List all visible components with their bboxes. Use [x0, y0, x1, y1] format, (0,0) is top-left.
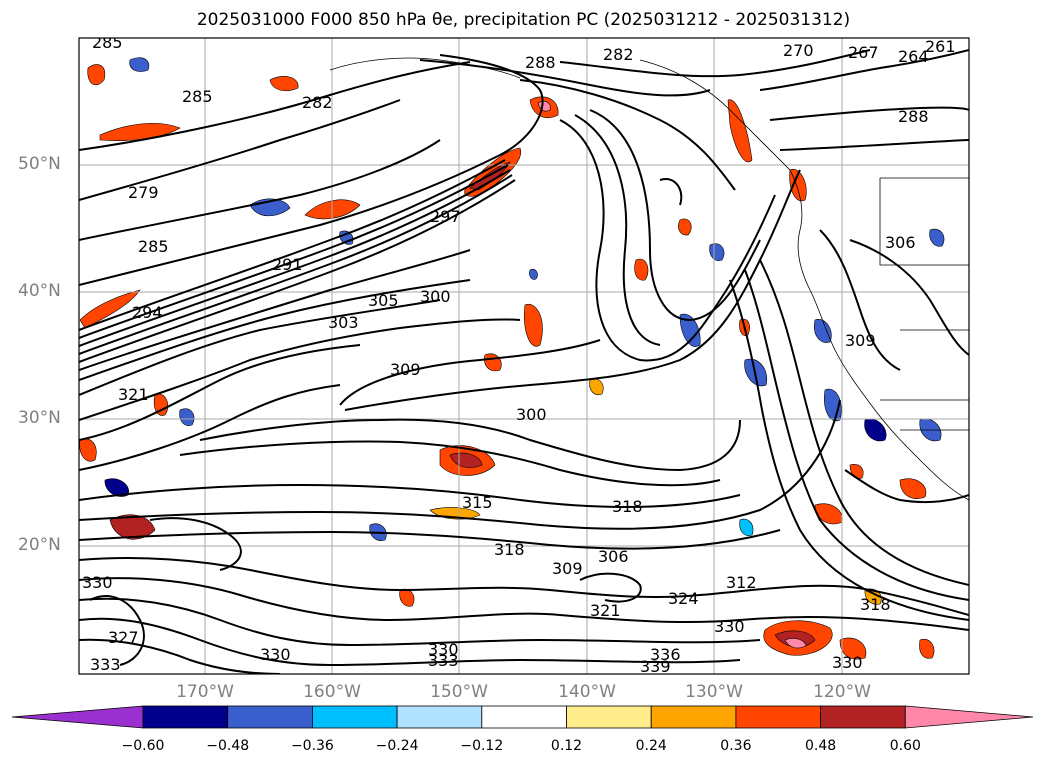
latitude-label: 40°N: [18, 281, 61, 301]
longitude-label: 140°W: [558, 682, 616, 702]
contour-label: 306: [885, 233, 916, 252]
contour-label: 264: [898, 47, 929, 66]
colorbar-tick-label: −0.48: [206, 738, 250, 754]
contour-label: 279: [128, 183, 159, 202]
contour-label: 327: [108, 628, 139, 647]
contour-label: 318: [612, 497, 643, 516]
contour-label: 333: [90, 655, 121, 674]
contour-label: 309: [390, 360, 421, 379]
theta-e-contours: [79, 49, 969, 674]
contour-labels: 285 288 282 270 267 264 261 288 285 282 …: [82, 33, 956, 676]
colorbar-tick-label: 0.36: [720, 738, 752, 754]
colorbar-extend-high: [904, 705, 1034, 729]
contour-label: 309: [552, 559, 583, 578]
colorbar-segment: [650, 705, 737, 729]
precipitation-shading: [79, 57, 945, 660]
contour-label: 270: [783, 41, 814, 60]
contour-label: 330: [714, 617, 745, 636]
contour-label: 288: [525, 53, 556, 72]
contour-label: 267: [848, 43, 879, 62]
colorbar-tick-label: 0.24: [635, 738, 667, 754]
colorbar-segment: [396, 705, 483, 729]
colorbar-tick-label: 0.60: [889, 738, 921, 754]
latitude-label: 30°N: [18, 408, 61, 428]
colorbar-segment: [142, 705, 229, 729]
contour-label: 330: [82, 573, 113, 592]
colorbar-tick-label: −0.36: [290, 738, 334, 754]
colorbar-tick-label: −0.12: [460, 738, 504, 754]
longitude-label: 170°W: [176, 682, 234, 702]
contour-label: 330: [832, 653, 863, 672]
map-area: 285 288 282 270 267 264 261 288 285 282 …: [79, 33, 969, 676]
contour-label: 294: [132, 303, 163, 322]
contour-label: 339: [640, 657, 671, 676]
contour-label: 285: [138, 237, 169, 256]
longitude-label: 130°W: [685, 682, 743, 702]
contour-label: 321: [118, 385, 149, 404]
contour-label: 309: [845, 331, 876, 350]
contour-label: 330: [428, 640, 459, 659]
colorbar-segment: [820, 705, 906, 729]
map-title: 2025031000 F000 850 hPa θe, precipitatio…: [196, 10, 851, 30]
colorbar-tick-label: −0.60: [121, 738, 165, 754]
contour-label: 336: [650, 645, 681, 664]
contour-label: 285: [182, 87, 213, 106]
colorbar-segment: [481, 705, 567, 729]
colorbar-segment: [227, 705, 313, 729]
longitude-label: 150°W: [430, 682, 488, 702]
contour-label: 282: [302, 93, 333, 112]
contour-label: 312: [726, 573, 757, 592]
contour-label: 318: [860, 595, 891, 614]
contour-label: 282: [603, 45, 634, 64]
contour-label: 330: [260, 645, 291, 664]
contour-label: 285: [92, 33, 123, 52]
colorbar-segment: [735, 705, 822, 729]
longitude-label: 120°W: [813, 682, 871, 702]
map-frame: [78, 37, 970, 675]
contour-label: 303: [328, 313, 359, 332]
contour-label: 333: [428, 651, 459, 670]
contour-label: 291: [272, 255, 303, 274]
coastlines: [329, 57, 969, 501]
contour-label: 321: [590, 601, 621, 620]
longitude-label: 160°W: [303, 682, 361, 702]
colorbar-segment: [566, 705, 652, 729]
contour-label: 318: [494, 540, 525, 559]
contour-label: 324: [668, 589, 699, 608]
colorbar-segment: [311, 705, 398, 729]
contour-label: 300: [516, 405, 547, 424]
contour-label: 305: [368, 291, 399, 310]
latitude-label: 50°N: [18, 154, 61, 174]
colorbar-tick-label: 0.48: [805, 738, 837, 754]
colorbar-extend-low: [11, 705, 144, 729]
contour-label: 288: [898, 107, 929, 126]
colorbar-tick-label: −0.24: [375, 738, 419, 754]
colorbar: [11, 705, 1034, 729]
contour-label: 300: [420, 287, 451, 306]
contour-label: 297: [430, 207, 461, 226]
contour-label: 306: [598, 547, 629, 566]
latitude-label: 20°N: [18, 535, 61, 555]
contour-label: 315: [462, 493, 493, 512]
contour-label: 261: [925, 37, 956, 56]
colorbar-tick-label: 0.12: [550, 738, 583, 754]
